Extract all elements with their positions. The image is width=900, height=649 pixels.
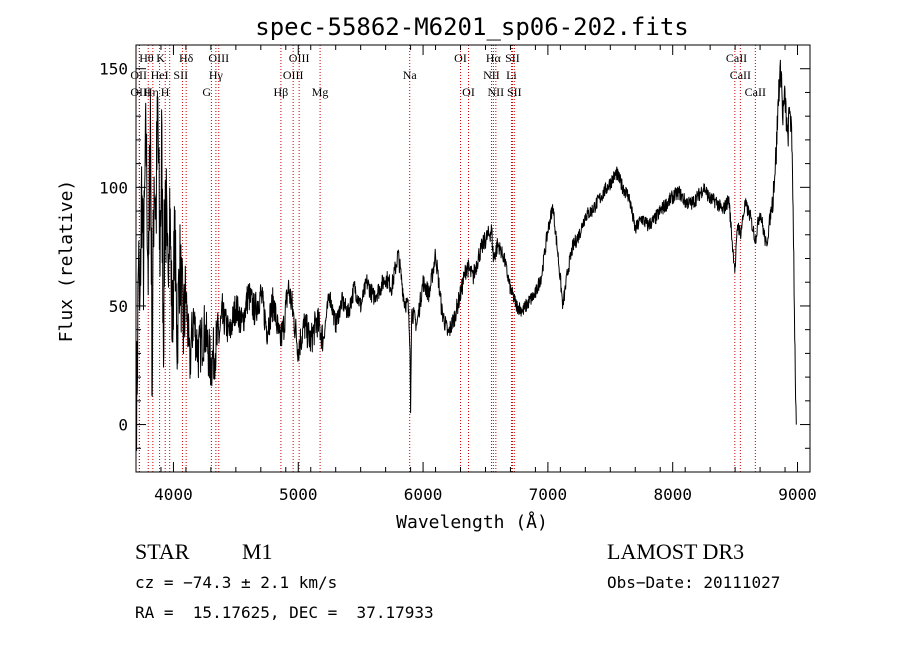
line-label: OI: [462, 85, 475, 99]
spectral-line-labels: Hθ OII OIII K HeI Hη SII Hδ H OIII Hγ G Hβ OIII OIII Mg…: [130, 51, 766, 99]
line-label: Hθ: [139, 51, 154, 65]
line-label: CaII: [730, 68, 751, 82]
redshift-velocity: cz = −74.3 ± 2.1 km/s: [135, 573, 338, 592]
chart-title: spec-55862-M6201_sp06-202.fits: [255, 13, 688, 41]
axis-ticks: 4000 5000 6000 7000 8000 9000 0 50 100 150: [99, 44, 817, 504]
line-label: CaII: [726, 51, 747, 65]
line-label: Hγ: [209, 68, 224, 82]
x-tick-label: 7000: [529, 485, 568, 504]
plot-frame: [135, 44, 811, 473]
line-label: SII: [505, 51, 520, 65]
survey-name: LAMOST DR3: [607, 539, 745, 564]
y-tick-label: 100: [99, 178, 128, 197]
line-label: Li: [506, 68, 517, 82]
line-label: OII: [130, 68, 147, 82]
line-label: K: [156, 51, 165, 65]
line-label: Na: [403, 68, 418, 82]
line-label: NII: [483, 68, 500, 82]
line-label: OIII: [130, 85, 151, 99]
line-label: SII: [507, 85, 522, 99]
spectrum-line: [135, 59, 797, 452]
line-label: OIII: [289, 51, 310, 65]
coordinates: RA = 15.17625, DEC = 37.17933: [135, 603, 434, 622]
line-label: HeI: [151, 68, 169, 82]
observation-date: Obs−Date: 20111027: [607, 573, 781, 592]
line-label: OIII: [208, 51, 229, 65]
y-tick-label: 0: [118, 416, 128, 435]
y-axis-label: Flux (relative): [56, 180, 77, 343]
spectral-line-markers: [138, 45, 756, 472]
line-label: Mg: [312, 85, 329, 99]
line-label: CaII: [745, 85, 766, 99]
line-label: OIII: [283, 68, 304, 82]
line-label: NII: [488, 85, 505, 99]
object-subclass: M1: [242, 539, 273, 564]
x-tick-label: 6000: [404, 485, 443, 504]
x-tick-label: 8000: [653, 485, 692, 504]
y-tick-label: 50: [109, 297, 128, 316]
line-label: Hβ: [274, 85, 289, 99]
x-tick-label: 5000: [279, 485, 318, 504]
line-label: H: [161, 85, 170, 99]
y-tick-label: 150: [99, 60, 128, 79]
x-tick-label: 9000: [778, 485, 817, 504]
line-label: OI: [454, 51, 467, 65]
line-label: Hα: [486, 51, 502, 65]
x-tick-label: 4000: [154, 485, 193, 504]
line-label: Hδ: [179, 51, 194, 65]
object-class: STAR: [135, 539, 190, 564]
line-label: Hη: [144, 85, 159, 99]
line-label: SII: [173, 68, 188, 82]
line-label: G: [202, 85, 211, 99]
x-axis-label: Wavelength (Å): [396, 511, 548, 533]
